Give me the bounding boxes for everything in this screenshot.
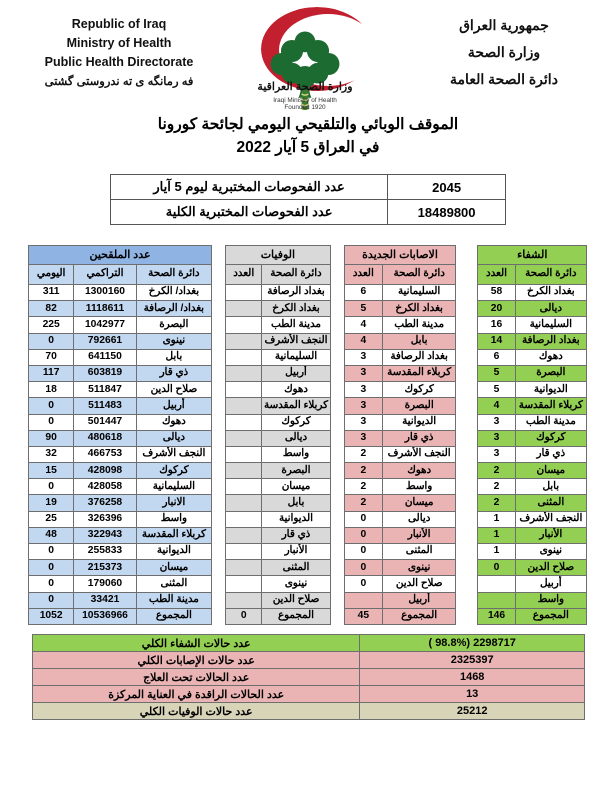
svg-text:Iraqi Ministry of Health: Iraqi Ministry of Health [273, 97, 337, 104]
svg-text:Founded 1920: Founded 1920 [284, 104, 326, 110]
svg-text:وزارة الصحة العراقية: وزارة الصحة العراقية [257, 81, 352, 93]
